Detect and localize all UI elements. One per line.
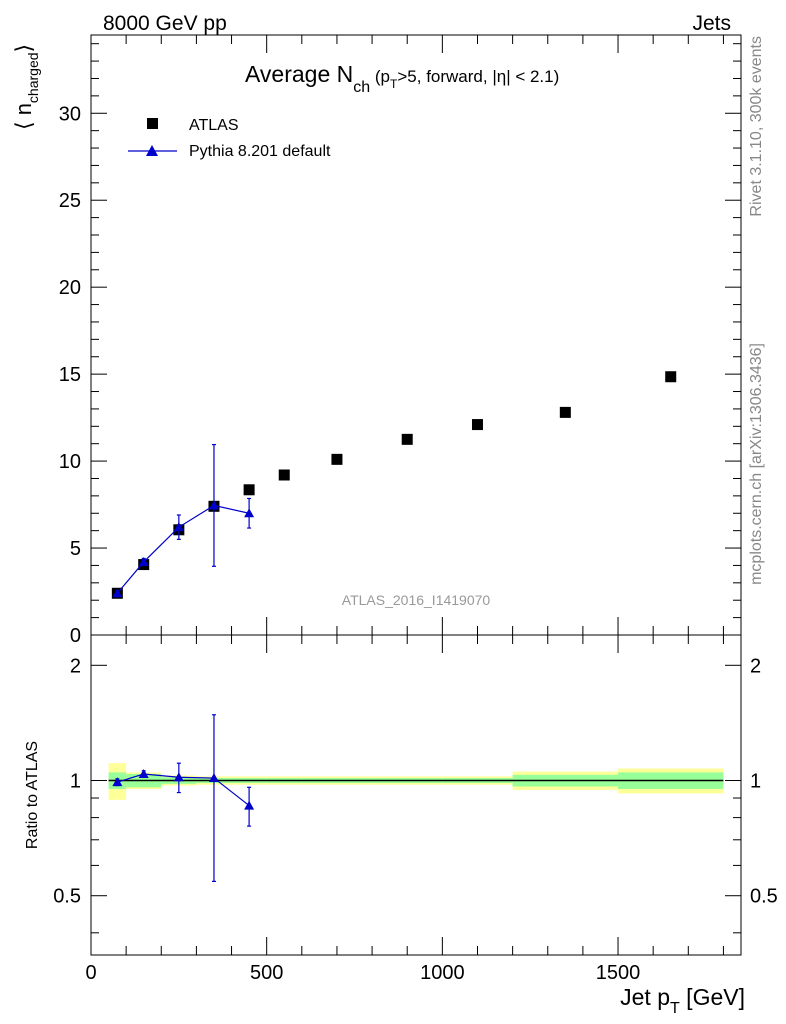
header-left: 8000 GeV pp [103,12,227,35]
x-tick-label: 0 [85,962,96,984]
chart-title-sub: ch [353,79,370,96]
chart-title-rest-sub: T [390,77,398,91]
y-tick-label: 5 [70,538,81,560]
x-tick-label: 1000 [420,962,465,984]
pythia-point [138,556,149,566]
legend: ATLAS Pythia 8.201 default [128,117,331,160]
y-tick-label: 20 [59,277,81,299]
ratio-y-tick-label: 0.5 [53,886,81,908]
pythia-point [208,500,219,510]
x-axis-label-main: Jet p [620,984,670,1010]
chart-title-main: Average N [245,61,353,87]
x-axis-label-rest: [GeV] [680,984,745,1010]
x-tick-label: 500 [250,962,283,984]
ratio-y-tick-label-right: 0.5 [750,886,778,908]
chart-title-rest-1: (p [370,67,390,86]
ratio-panel: 0.5 0.5 1 1 2 2 0 500 1000 1500 [53,634,778,984]
main-panel: 0 5 10 15 20 25 30 Average Nch (pT>5, forward,… [59,34,742,647]
legend-label-atlas: ATLAS [189,117,239,134]
ratio-pythia-point [112,777,123,787]
atlas-point [665,371,677,383]
atlas-point [243,484,255,496]
ratio-y-axis-label: Ratio to ATLAS [24,741,41,849]
legend-marker-atlas [147,118,158,129]
analysis-watermark: ATLAS_2016_I1419070 [342,592,491,608]
atlas-point [471,419,483,431]
ratio-frame [90,634,742,956]
atlas-point [278,469,290,481]
pythia-point [244,508,255,518]
ratio-pythia-point [173,772,184,782]
pythia-point [112,588,123,598]
y-tick-label: 0 [70,625,81,647]
ratio-pythia-point [208,773,219,783]
ratio-pythia-point [244,800,255,810]
atlas-point [559,406,571,418]
y-tick-label: 25 [59,190,81,212]
y-axis-label-sub: charged [25,52,41,103]
chart-title-rest-2: >5, forward, |η| < 2.1) [397,67,559,86]
ratio-y-tick-label: 1 [70,771,81,793]
y-axis-label-close: ⟩ [11,44,36,53]
header-right: Jets [692,12,731,35]
ratio-y-tick-label: 2 [70,655,81,677]
chart-title: Average Nch (pT>5, forward, |η| < 2.1) [245,61,559,96]
ratio-y-tick-label-right: 2 [750,655,761,677]
y-axis-label-main: ⟨ n [11,103,36,130]
pythia-line [116,504,250,594]
x-axis-label: Jet pT [GeV] [620,984,745,1017]
atlas-point [401,433,413,445]
y-tick-label: 15 [59,364,81,386]
legend-label-pythia: Pythia 8.201 default [189,143,331,160]
rivet-label: Rivet 3.1.10, 300k events [748,36,765,217]
x-tick-label: 1500 [596,962,641,984]
y-tick-label: 30 [59,103,81,125]
pythia-point [173,522,184,532]
atlas-point [331,453,343,465]
x-axis-label-sub: T [670,1000,680,1017]
ratio-y-tick-label-right: 1 [750,771,761,793]
legend-marker-pythia [146,145,158,156]
ratio-pythia-point [138,768,149,778]
y-tick-label: 10 [59,451,81,473]
y-axis-label: ⟨ ncharged⟩ [11,44,41,130]
mcplots-label: mcplots.cern.ch [arXiv:1306.3436] [748,343,765,585]
